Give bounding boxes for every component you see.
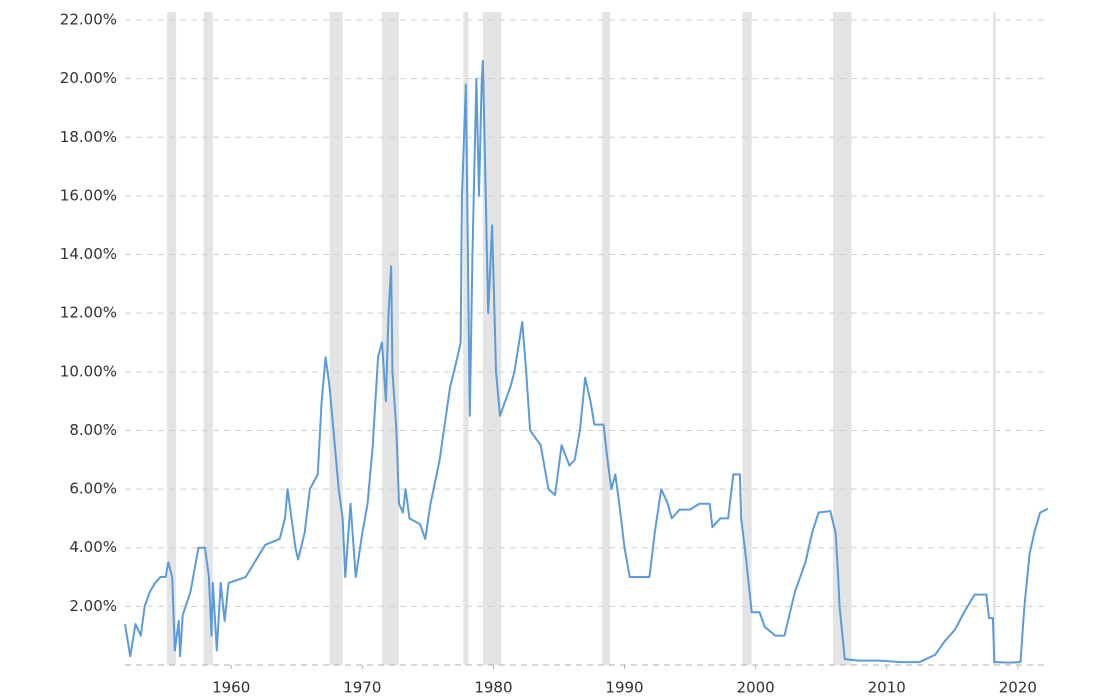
x-tick-label: 2020	[999, 679, 1037, 697]
y-tick-label: 22.00%	[60, 11, 117, 29]
y-tick-label: 20.00%	[60, 69, 117, 87]
plot	[124, 60, 1049, 664]
recession-band	[203, 12, 213, 665]
x-tick-label: 2000	[737, 679, 775, 697]
recession-band	[832, 12, 852, 665]
recession-band	[166, 12, 177, 665]
y-tick-label: 4.00%	[69, 538, 117, 556]
x-tick-label: 1960	[212, 679, 250, 697]
recession-band	[463, 12, 469, 665]
recession-band	[742, 12, 752, 665]
recession-band	[381, 12, 400, 665]
y-tick-label: 10.00%	[60, 362, 117, 380]
y-tick-label: 16.00%	[60, 186, 117, 204]
x-tick-label: 1980	[474, 679, 512, 697]
recession-band	[602, 12, 611, 665]
x-tick-label: 1970	[343, 679, 381, 697]
y-tick-label: 2.00%	[69, 597, 117, 615]
y-tick-label: 6.00%	[69, 480, 117, 498]
recession-band	[329, 12, 343, 665]
shaded-ranges	[166, 12, 996, 665]
recession-band	[482, 12, 502, 665]
grid: 2.00% 4.00% 6.00% 8.00% 10.00% 12.00% 14.00% 16…	[60, 11, 1048, 697]
y-tick-label: 14.00%	[60, 245, 117, 263]
y-tick-label: 8.00%	[69, 421, 117, 439]
rate-line	[124, 60, 1049, 664]
recession-band	[992, 12, 996, 665]
x-tick-label: 2010	[868, 679, 906, 697]
y-tick-label: 18.00%	[60, 128, 117, 146]
y-tick-label: 12.00%	[60, 304, 117, 322]
x-tick-label: 1990	[605, 679, 643, 697]
